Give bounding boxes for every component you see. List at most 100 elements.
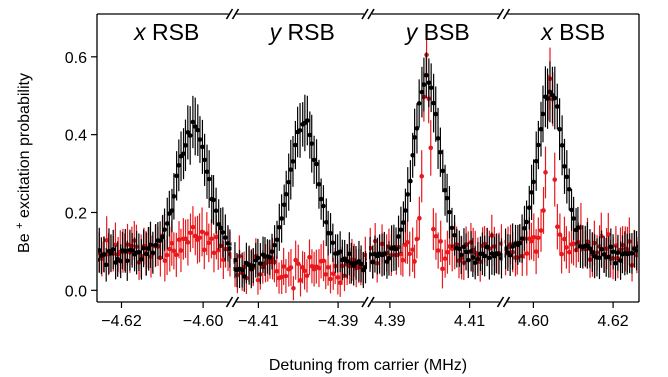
red-point [410, 247, 415, 252]
red-point [419, 173, 425, 179]
black-point [423, 72, 429, 78]
x-axis-label: Detuning from carrier (MHz) [269, 357, 467, 374]
black-point [547, 89, 553, 95]
black-point [571, 216, 576, 221]
axis-break-mark [225, 296, 234, 308]
black-point [150, 250, 156, 256]
black-point [286, 179, 292, 185]
black-point [250, 263, 256, 268]
red-point [323, 272, 329, 277]
red-point [438, 239, 443, 244]
panel-data [504, 47, 638, 282]
black-point [110, 247, 116, 252]
red-point [605, 232, 611, 237]
axis-break-gap [499, 297, 508, 307]
black-point [344, 259, 350, 264]
black-point [522, 225, 527, 231]
red-point [398, 251, 404, 257]
black-point [139, 257, 144, 262]
black-point [412, 135, 417, 140]
axis-break-mark [361, 296, 369, 308]
axis-break-gap [228, 297, 237, 307]
black-point [421, 82, 427, 87]
black-point [613, 260, 618, 266]
red-point [533, 249, 539, 254]
black-point [220, 230, 226, 235]
red-point [433, 233, 439, 239]
panel-label-var: y [404, 19, 419, 45]
black-point [136, 249, 142, 255]
black-point [230, 242, 232, 246]
red-point [288, 265, 294, 270]
black-point [386, 256, 392, 261]
axis-break-mark [496, 8, 505, 20]
black-point [504, 246, 508, 252]
black-point [288, 167, 294, 172]
axes-layer: 0.0 0.2 0.4 0.6 [65, 8, 640, 308]
black-point [148, 242, 153, 248]
black-point [552, 95, 558, 101]
x-tick-label: −4.60 [183, 313, 224, 330]
black-point [162, 227, 167, 232]
red-point [281, 264, 286, 269]
black-point [496, 252, 502, 257]
y-tick-label: 0.6 [65, 50, 87, 67]
axis-break-mark [367, 296, 375, 308]
red-point [162, 258, 168, 264]
black-point [410, 152, 415, 158]
black-point [507, 252, 513, 258]
red-point [291, 285, 296, 291]
red-point [211, 250, 217, 256]
black-point [358, 261, 364, 267]
black-point [487, 255, 492, 261]
black-point [610, 249, 616, 255]
panel-3: 4.39 4.41 y BSB [369, 19, 503, 330]
black-point [316, 181, 322, 187]
axis-break-mark [496, 296, 505, 308]
red-point [562, 236, 567, 242]
black-point [529, 190, 534, 195]
black-point [190, 119, 196, 125]
red-point [167, 246, 173, 252]
black-point [269, 249, 275, 254]
panel-label-text: RSB [146, 19, 200, 45]
black-point [108, 250, 114, 256]
black-point [428, 85, 434, 91]
black-point [426, 80, 432, 86]
red-point [428, 145, 434, 151]
black-point [369, 252, 373, 257]
black-point [248, 267, 254, 272]
black-point [200, 144, 205, 150]
red-point [529, 238, 534, 244]
black-point [526, 205, 532, 211]
black-point [634, 248, 638, 253]
black-point [433, 111, 439, 117]
panel-label-var: x [540, 19, 554, 45]
panel-data [98, 95, 232, 282]
red-point [206, 240, 212, 246]
panel-label: y BSB [404, 19, 470, 45]
black-point [171, 194, 177, 199]
red-point [171, 248, 177, 254]
axis-break-gap [499, 9, 508, 19]
black-point [569, 207, 574, 213]
red-point [321, 258, 326, 264]
black-point [405, 192, 411, 197]
y-tick-label: 0.2 [65, 205, 87, 222]
black-point [566, 187, 572, 192]
black-point [615, 250, 621, 256]
red-point [543, 170, 548, 175]
black-point [153, 242, 158, 248]
panel-label-var: y [268, 19, 283, 45]
red-point [201, 247, 207, 253]
black-point [314, 161, 319, 167]
black-point [533, 158, 539, 164]
black-point [211, 197, 216, 203]
x-tick-label: −4.62 [101, 313, 142, 330]
black-point [279, 216, 284, 221]
black-point [363, 264, 367, 270]
y-axis-label: Be + excitation probability [10, 73, 33, 253]
red-point [209, 236, 214, 242]
red-point [559, 251, 564, 257]
